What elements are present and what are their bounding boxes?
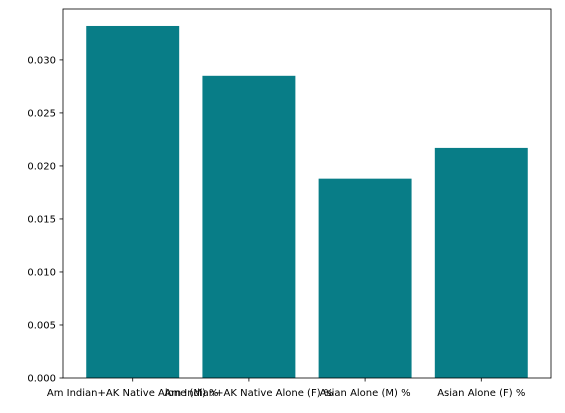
y-tick-label-1: 0.005 <box>27 321 56 332</box>
bar-3 <box>434 147 528 378</box>
bars-group <box>86 25 528 379</box>
y-tick-label-5: 0.025 <box>27 109 56 120</box>
x-axis: Am Indian+AK Native Alone (M) %Am Indian… <box>47 378 525 399</box>
y-tick-label-0: 0.000 <box>27 374 56 385</box>
bar-2 <box>318 178 412 378</box>
y-axis: 0.000 0.005 0.010 0.015 0.020 0.025 0.030 <box>27 55 63 385</box>
y-tick-label-2: 0.010 <box>27 268 56 279</box>
x-tick-label-0: Am Indian+AK Native Alone (M) % <box>47 388 219 399</box>
x-tick-label-3: Asian Alone (F) % <box>437 388 525 399</box>
bar-0 <box>86 25 180 378</box>
plot-frame <box>62 8 552 379</box>
y-tick-label-3: 0.015 <box>27 215 56 226</box>
y-tick-label-6: 0.030 <box>27 55 56 66</box>
x-tick-label-2: Asian Alone (M) % <box>320 388 411 399</box>
x-tick-label-1: Am Indian+AK Native Alone (F) % <box>165 388 334 399</box>
y-tick-label-4: 0.020 <box>27 162 56 173</box>
bar-1 <box>202 75 296 379</box>
